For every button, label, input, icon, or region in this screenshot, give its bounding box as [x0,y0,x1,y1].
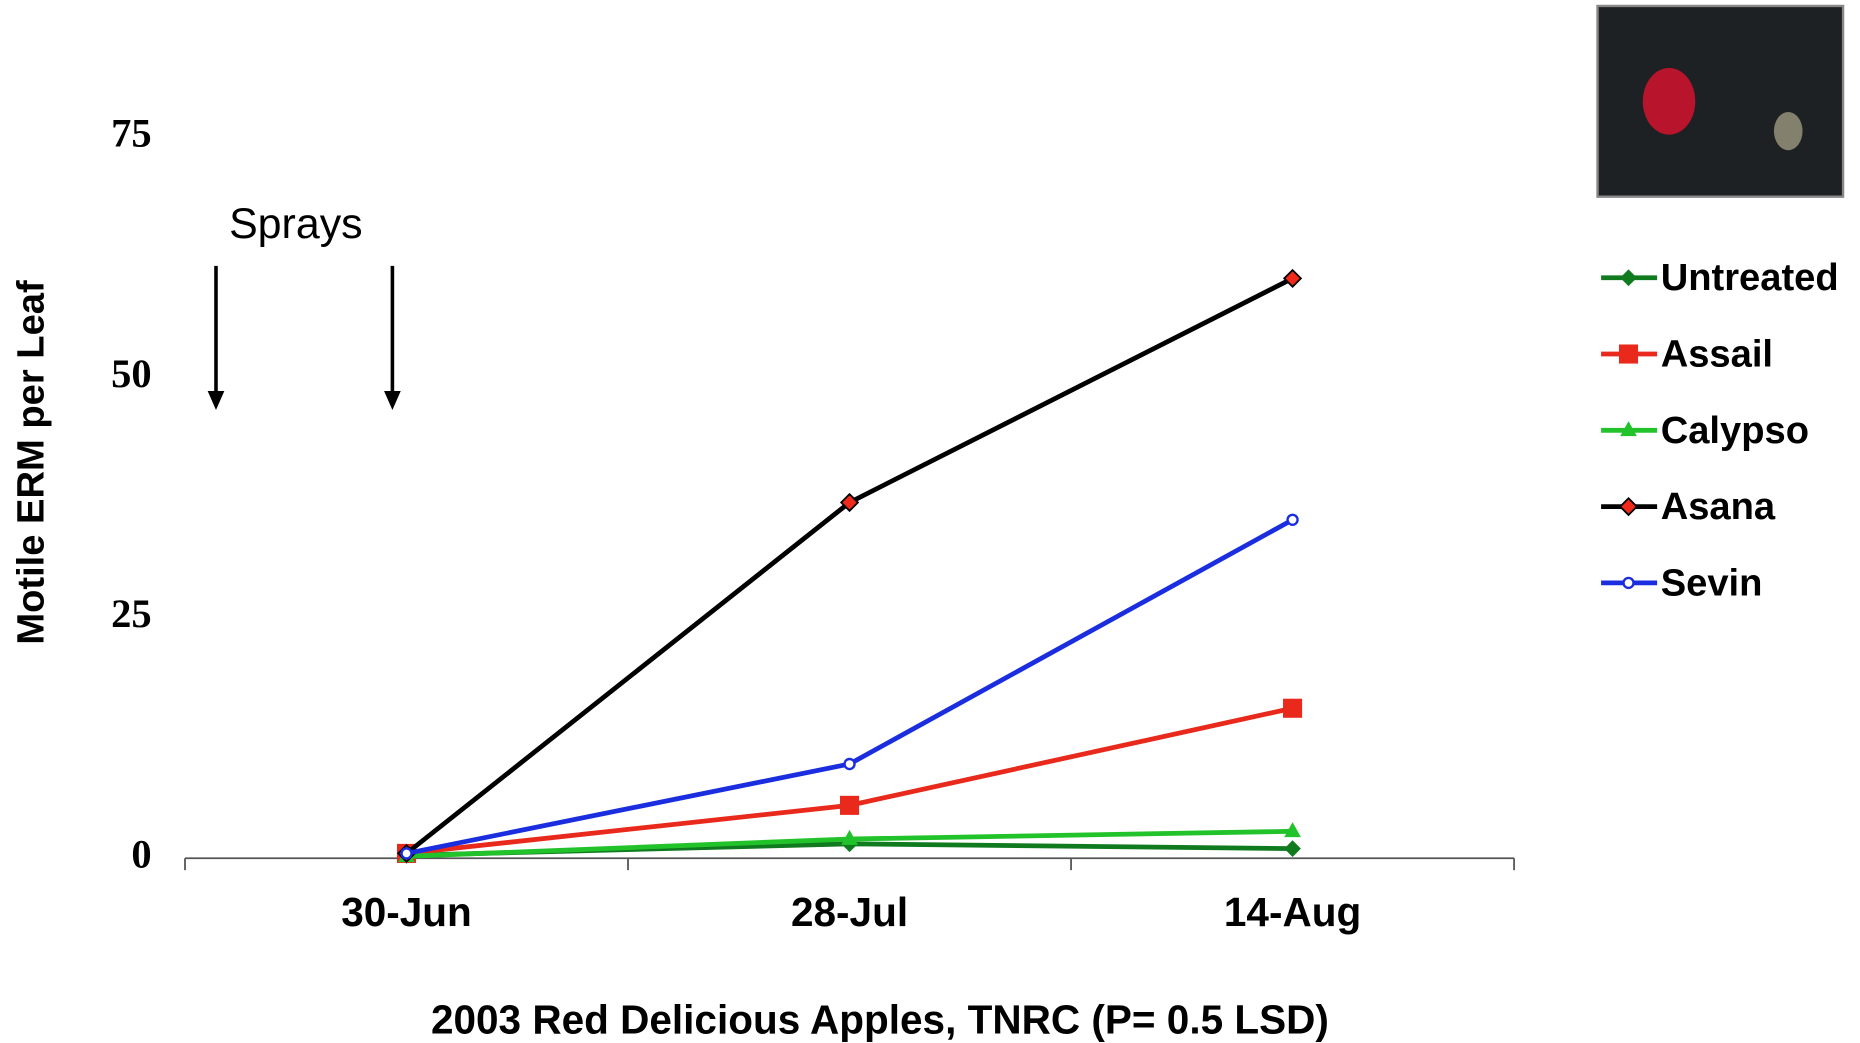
x-tick-label: 30-Jun [341,889,472,935]
legend-label: Asana [1661,485,1776,528]
marker [1284,270,1301,287]
y-tick-label: 0 [131,832,151,877]
marker [1624,578,1634,588]
marker [1619,344,1638,363]
y-axis-label: Motile ERM per Leaf [10,280,53,645]
marker [840,796,859,815]
y-tick-label: 25 [111,591,152,636]
spray-arrows [216,266,392,394]
marker [845,759,855,769]
x-tick-label: 14-Aug [1224,889,1361,935]
marker [1288,515,1298,525]
legend-label: Untreated [1661,256,1839,299]
photo-detail [1774,112,1803,150]
legend-label: Calypso [1661,409,1809,452]
legend-label: Sevin [1661,561,1763,604]
marker [402,848,412,858]
marker [1620,269,1637,286]
marker [1620,498,1637,515]
page: Sprays Motile ERM per Leaf 2003 Red Deli… [0,0,1860,1043]
x-axis-label: 2003 Red Delicious Apples, TNRC (P= 0.5 … [431,996,1329,1042]
x-tick-label: 28-Jul [791,889,908,935]
legend-label: Assail [1661,332,1773,375]
arrow-heads [208,391,401,410]
chart: Sprays Motile ERM per Leaf 2003 Red Deli… [0,0,1860,1043]
marker [1284,840,1301,857]
annotation: Sprays [229,200,363,248]
mite-body [1643,68,1695,135]
y-tick-label: 75 [111,110,152,155]
marker [1283,699,1302,718]
y-tick-label: 50 [111,351,152,396]
mite-photo [1598,6,1844,197]
